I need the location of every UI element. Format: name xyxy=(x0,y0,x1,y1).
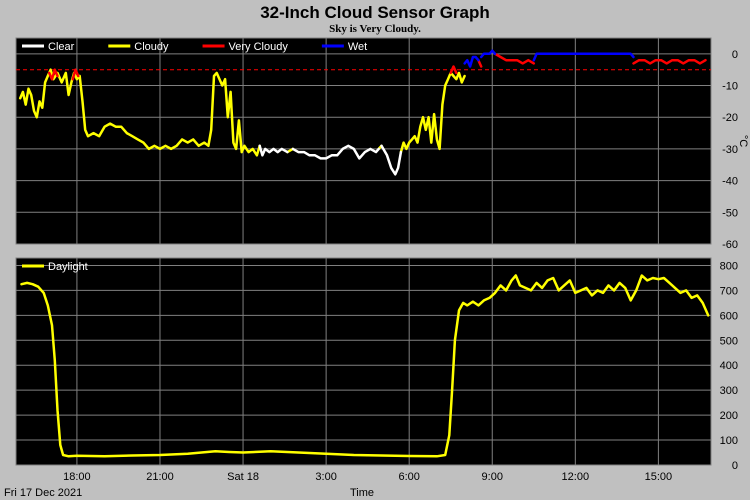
series-line xyxy=(479,49,497,59)
daylight-panel: 800 700 600 500 400 300 200 100 0 18:00 21:00 Sat 1… xyxy=(15,257,738,483)
x-tick-label: 18:00 xyxy=(63,471,91,483)
legend: Clear Cloudy Very Cloudy Wet xyxy=(22,41,367,53)
legend-label: Daylight xyxy=(48,261,88,273)
series-line xyxy=(463,55,480,68)
y-tick-label: 800 xyxy=(720,260,738,272)
y-tick-label: -40 xyxy=(722,176,738,188)
y-tick-label: -20 xyxy=(722,112,738,124)
y-tick-label: 300 xyxy=(720,385,738,397)
series-line xyxy=(493,52,536,65)
x-tick-label: 21:00 xyxy=(146,471,174,483)
series-line xyxy=(380,144,403,176)
legend: Daylight xyxy=(22,261,88,273)
y-tick-label: -50 xyxy=(722,207,738,219)
y-axis-label: °C xyxy=(737,135,749,147)
y-tick-label: 600 xyxy=(720,310,738,322)
x-tick-label: 15:00 xyxy=(645,471,673,483)
series-wet xyxy=(463,49,635,68)
y-tick-label: -60 xyxy=(722,239,738,251)
date-label: Fri 17 Dec 2021 xyxy=(4,487,82,499)
series-line xyxy=(399,71,466,154)
series-daylight xyxy=(20,274,710,458)
x-tick-label: 3:00 xyxy=(315,471,336,483)
y-tick-label: 400 xyxy=(720,360,738,372)
y-tick-label: -30 xyxy=(722,144,738,156)
y-tick-label: 0 xyxy=(732,460,738,472)
legend-label: Very Cloudy xyxy=(229,41,289,53)
series-line xyxy=(632,58,707,65)
legend-label: Wet xyxy=(348,41,367,53)
series-line xyxy=(47,68,59,81)
legend-label: Clear xyxy=(48,41,75,53)
chart-subtitle: Sky is Very Cloudy. xyxy=(329,23,421,35)
y-tick-label: 0 xyxy=(732,49,738,61)
plot-area xyxy=(15,37,712,245)
series-clear xyxy=(258,144,403,176)
y-tick-label: 700 xyxy=(720,285,738,297)
x-tick-label: Sat 18 xyxy=(227,471,259,483)
x-tick-label: 6:00 xyxy=(398,471,419,483)
y-tick-label: 200 xyxy=(720,410,738,422)
chart-title: 32-Inch Cloud Sensor Graph xyxy=(260,3,490,22)
series-line xyxy=(291,144,380,160)
x-tick-label: 9:00 xyxy=(482,471,503,483)
legend-label: Cloudy xyxy=(134,41,169,53)
y-tick-label: -10 xyxy=(722,81,738,93)
series-line xyxy=(258,144,289,157)
x-tick-label: 12:00 xyxy=(562,471,590,483)
x-axis-label: Time xyxy=(350,487,374,499)
y-tick-label: 100 xyxy=(720,435,738,447)
series-line xyxy=(532,52,635,62)
series-line xyxy=(20,274,710,458)
series-line xyxy=(449,65,458,75)
series-line xyxy=(71,68,80,81)
y-tick-label: 500 xyxy=(720,335,738,347)
temperature-panel: 0 -10 -20 -30 -40 -50 -60 Clear Cloudy Very Cloud… xyxy=(15,37,749,251)
